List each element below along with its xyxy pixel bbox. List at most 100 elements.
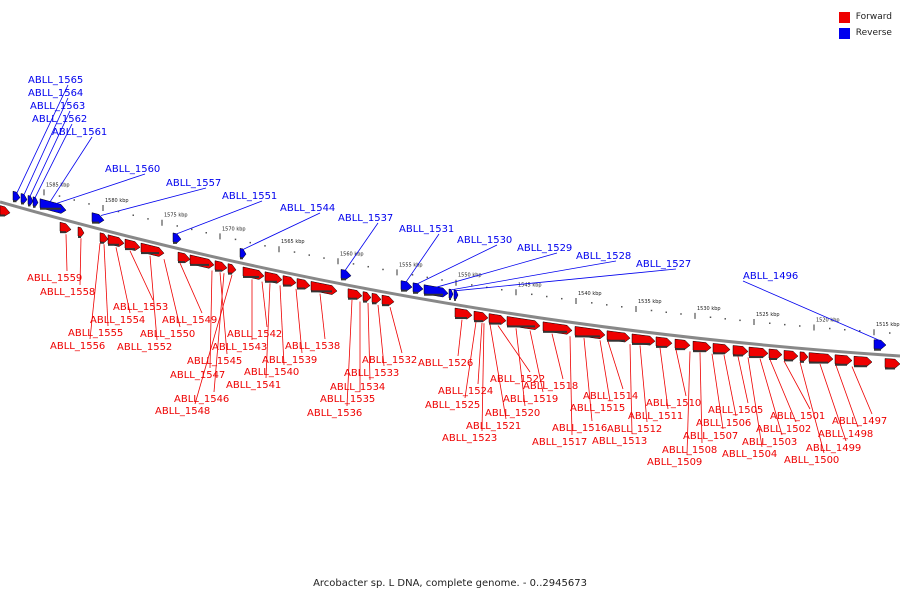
gene-label-reverse[interactable]: ABLL_1561 [52, 127, 107, 138]
gene-label-forward[interactable]: ABLL_1534 [330, 382, 385, 393]
gene-label-reverse[interactable]: ABLL_1562 [32, 114, 87, 125]
legend-item-reverse[interactable]: Reverse [838, 25, 892, 41]
gene-label-forward[interactable]: ABLL_1506 [696, 418, 751, 429]
gene-arrow-abll-1539[interactable] [296, 278, 311, 290]
gene-arrow-abll-1510[interactable] [674, 338, 691, 350]
gene-label-forward[interactable]: ABLL_1499 [806, 443, 861, 454]
gene-arrow-abll-1552[interactable] [177, 251, 191, 263]
gene-arrow-abll-1561[interactable] [39, 198, 67, 214]
gene-arrow-abll-1537[interactable] [340, 269, 352, 280]
gene-label-reverse[interactable]: ABLL_1537 [338, 213, 393, 224]
gene-arrow-abll-1557[interactable] [172, 232, 182, 244]
gene-arrow-abll-1507[interactable] [712, 343, 731, 354]
gene-label-forward[interactable]: ABLL_1538 [285, 341, 340, 352]
gene-arrow-abll-1500[interactable] [799, 351, 809, 362]
gene-label-forward[interactable]: ABLL_1549 [162, 315, 217, 326]
gene-arrow-abll-1533[interactable] [381, 294, 395, 306]
gene-arrow-abll-1549[interactable] [214, 260, 228, 272]
gene-label-forward[interactable]: ABLL_1523 [442, 433, 497, 444]
gene-label-reverse[interactable]: ABLL_1496 [743, 271, 798, 282]
gene-label-reverse[interactable]: ABLL_1544 [280, 203, 335, 214]
gene-arrow-abll-1562[interactable] [32, 196, 39, 207]
gene-label-forward[interactable]: ABLL_1548 [155, 406, 210, 417]
gene-label-forward[interactable]: ABLL_1515 [570, 403, 625, 414]
gene-label-forward[interactable]: ABLL_1539 [262, 355, 317, 366]
gene-label-forward[interactable]: ABLL_1508 [662, 445, 717, 456]
gene-label-forward[interactable]: ABLL_1507 [683, 431, 738, 442]
gene-label-forward[interactable]: ABLL_1552 [117, 342, 172, 353]
gene-label-forward[interactable]: ABLL_1554 [90, 315, 145, 326]
gene-arrow-abll-1556[interactable] [99, 232, 109, 244]
gene-label-forward[interactable]: ABLL_1518 [523, 381, 578, 392]
gene-label-forward[interactable]: ABLL_1556 [50, 341, 105, 352]
gene-arrow-abll-1564[interactable] [20, 193, 28, 204]
gene-label-forward[interactable]: ABLL_1540 [244, 367, 299, 378]
gene-arrow-abll-1515[interactable] [606, 330, 631, 343]
legend-item-forward[interactable]: Forward [838, 9, 892, 25]
gene-arrow-abll-1559[interactable] [59, 221, 72, 234]
gene-label-reverse[interactable]: ABLL_1531 [399, 224, 454, 235]
gene-arrow-abll-1536[interactable] [347, 288, 363, 300]
gene-label-reverse[interactable]: ABLL_1565 [28, 75, 83, 86]
gene-label-forward[interactable]: ABLL_1505 [708, 405, 763, 416]
gene-arrow-abll-1524[interactable] [488, 313, 507, 325]
gene-label-forward[interactable]: ABLL_1526 [418, 358, 473, 369]
gene-arrow-abll-1499[interactable] [808, 352, 834, 364]
gene-arrow-abll-1555[interactable] [107, 234, 125, 247]
gene-label-forward[interactable]: ABLL_1502 [756, 424, 811, 435]
gene-arrow-abll-1563[interactable] [27, 195, 34, 206]
gene-arrow-abll-1565[interactable] [12, 190, 21, 202]
gene-label-forward[interactable]: ABLL_1559 [27, 273, 82, 284]
gene-arrow-abll-1525[interactable] [473, 310, 489, 322]
gene-arrow-abll-1503[interactable] [748, 346, 769, 358]
gene-arrow[interactable] [884, 358, 900, 369]
gene-label-forward[interactable]: ABLL_1532 [362, 355, 417, 366]
gene-label-forward[interactable]: ABLL_1516 [552, 423, 607, 434]
gene-arrow-abll-1497[interactable] [853, 355, 873, 367]
gene-label-forward[interactable]: ABLL_1510 [646, 398, 701, 409]
gene-label-reverse[interactable]: ABLL_1564 [28, 88, 83, 99]
gene-arrow-abll-1543[interactable] [264, 271, 283, 284]
gene-label-forward[interactable]: ABLL_1550 [140, 329, 195, 340]
gene-arrow-abll-1527[interactable] [453, 289, 459, 300]
gene-arrow-abll-1551[interactable] [239, 247, 247, 259]
gene-label-forward[interactable]: ABLL_1498 [818, 429, 873, 440]
gene-arrow-abll-1560[interactable] [91, 212, 105, 224]
gene-arrow-abll-1502[interactable] [768, 348, 783, 360]
gene-label-forward[interactable]: ABLL_1513 [592, 436, 647, 447]
gene-arrow-abll-1501[interactable] [783, 350, 799, 361]
gene-label-forward[interactable]: ABLL_1546 [174, 394, 229, 405]
gene-label-reverse[interactable]: ABLL_1551 [222, 191, 277, 202]
gene-arrow-abll-1558[interactable] [77, 226, 85, 238]
gene-label-reverse[interactable]: ABLL_1529 [517, 243, 572, 254]
gene-arrow-abll-1498[interactable] [834, 354, 853, 365]
gene-arrow-abll-1530[interactable] [412, 282, 424, 293]
gene-label-forward[interactable]: ABLL_1536 [307, 408, 362, 419]
gene-arrow-abll-1534[interactable] [371, 292, 382, 304]
gene-label-forward[interactable]: ABLL_1497 [832, 416, 887, 427]
gene-label-forward[interactable]: ABLL_1504 [722, 449, 777, 460]
gene-label-forward[interactable]: ABLL_1512 [607, 424, 662, 435]
gene-label-forward[interactable]: ABLL_1525 [425, 400, 480, 411]
gene-label-forward[interactable]: ABLL_1555 [68, 328, 123, 339]
gene-arrow-abll-1496[interactable] [873, 339, 887, 350]
gene-arrow-abll-1528[interactable] [448, 288, 454, 299]
gene-arrow[interactable] [0, 205, 11, 217]
gene-label-forward[interactable]: ABLL_1545 [187, 356, 242, 367]
gene-label-forward[interactable]: ABLL_1519 [503, 394, 558, 405]
gene-arrow-abll-1548[interactable] [227, 263, 237, 274]
gene-label-forward[interactable]: ABLL_1514 [583, 391, 638, 402]
gene-label-forward[interactable]: ABLL_1547 [170, 370, 225, 381]
gene-arrow-abll-1508[interactable] [692, 340, 712, 352]
gene-label-forward[interactable]: ABLL_1542 [227, 329, 282, 340]
gene-label-reverse[interactable]: ABLL_1560 [105, 164, 160, 175]
gene-label-forward[interactable]: ABLL_1521 [466, 421, 521, 432]
gene-label-forward[interactable]: ABLL_1553 [113, 302, 168, 313]
gene-arrow-abll-1505[interactable] [732, 345, 749, 356]
gene-arrow-abll-1535[interactable] [362, 291, 372, 302]
gene-label-forward[interactable]: ABLL_1517 [532, 437, 587, 448]
gene-label-reverse[interactable]: ABLL_1563 [30, 101, 85, 112]
gene-label-forward[interactable]: ABLL_1500 [784, 455, 839, 466]
gene-arrow-abll-1541[interactable] [282, 275, 297, 287]
gene-arrow-abll-1511[interactable] [655, 336, 673, 348]
